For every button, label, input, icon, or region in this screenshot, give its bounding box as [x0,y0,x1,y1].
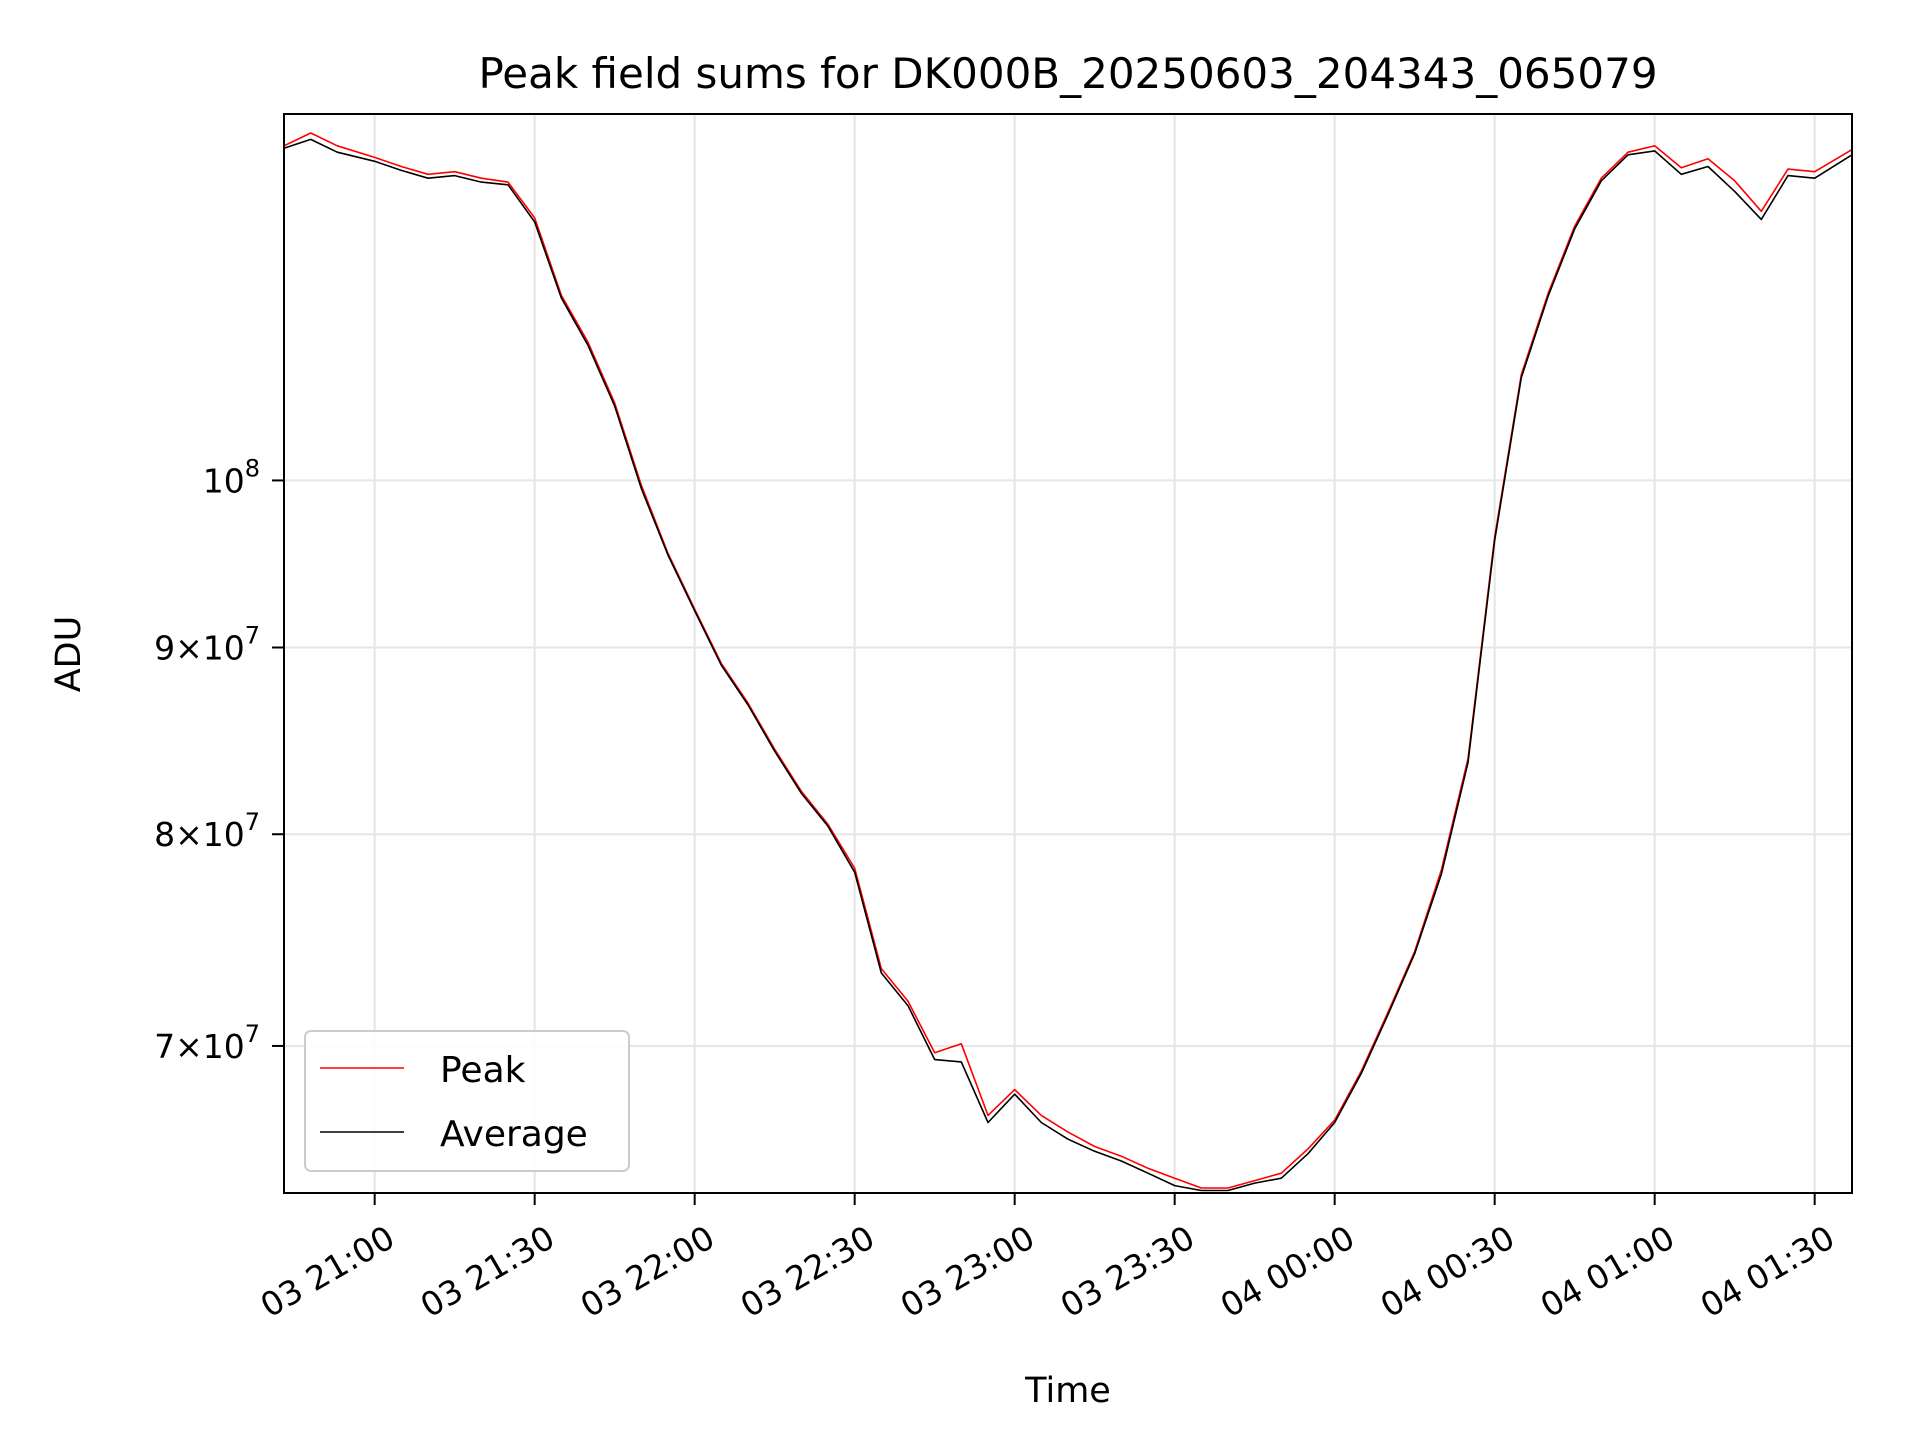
y-tick-label: 8×107 [154,808,260,854]
y-tick-label: 7×107 [154,1020,260,1066]
grid [284,114,1852,1193]
series-line-average [283,138,1853,1192]
chart-title: Peak field sums for DK000B_20250603_2043… [478,49,1657,98]
y-axis-label: ADU [49,616,89,693]
y-tick-label: 9×107 [154,621,260,667]
legend-label-average: Average [440,1114,588,1155]
legend-box [304,1030,630,1172]
series-layer [283,132,1853,1192]
legend: Peak Average [304,1030,630,1172]
legend-label-peak: Peak [440,1050,526,1091]
x-axis-label: Time [1024,1371,1111,1411]
series-line-peak [283,132,1853,1189]
plot-frame [283,113,1853,1194]
